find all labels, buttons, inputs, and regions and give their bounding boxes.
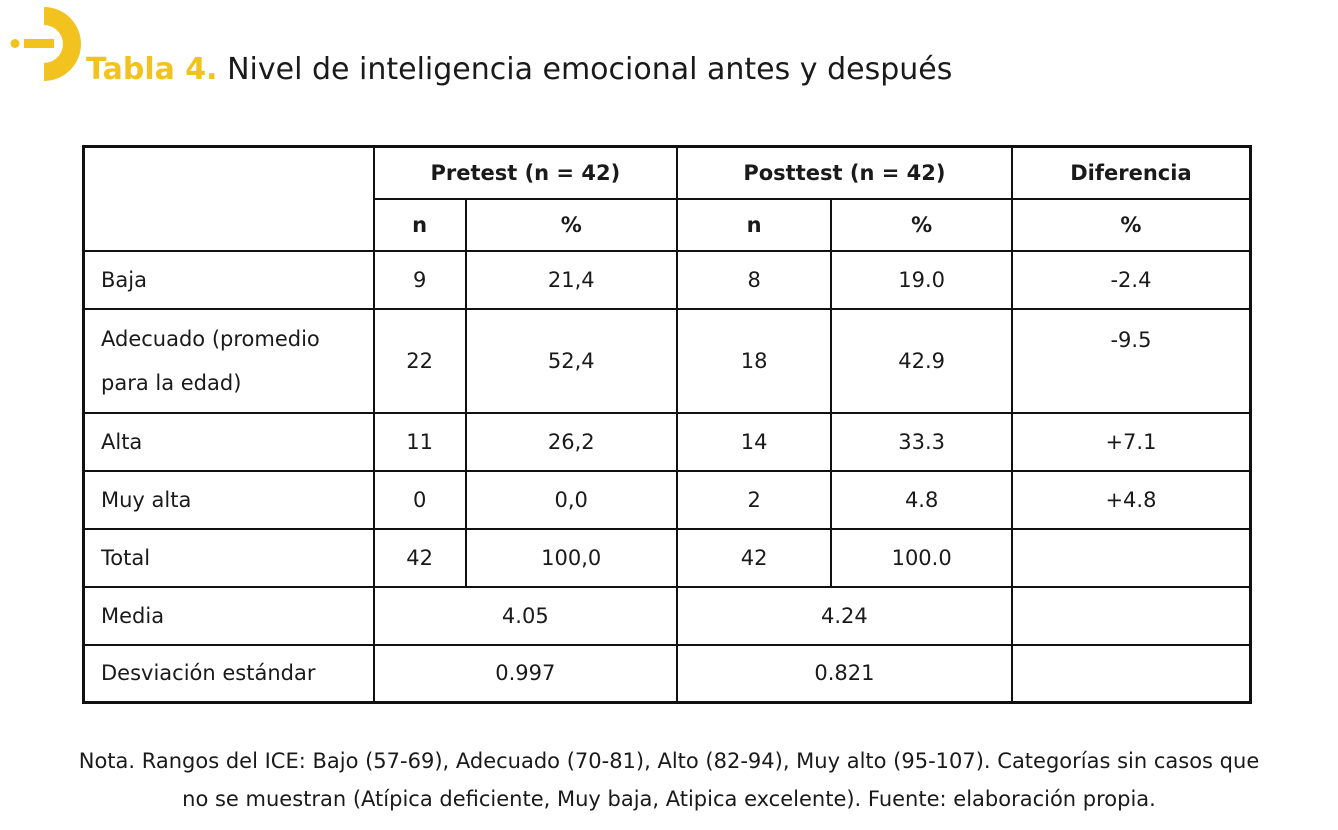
posttest-n-cell: 18 bbox=[675, 307, 833, 414]
table-row: Baja 9 21,4 8 19.0 -2.4 bbox=[82, 249, 1252, 310]
pretest-n-cell: 0 bbox=[372, 469, 467, 530]
pretest-n-cell: 22 bbox=[372, 307, 467, 414]
posttest-pct-cell: 33.3 bbox=[830, 411, 1013, 472]
table-row: Media 4.05 4.24 bbox=[82, 585, 1252, 646]
posttest-n-cell: 14 bbox=[675, 411, 833, 472]
row-label: Baja bbox=[82, 249, 375, 310]
yellow-d-logo-icon bbox=[10, 7, 81, 81]
table-row: Alta 11 26,2 14 33.3 +7.1 bbox=[82, 411, 1252, 472]
row-label: Adecuado (promedio para la edad) bbox=[82, 307, 375, 414]
table-note: Nota. Rangos del ICE: Bajo (57-69), Adec… bbox=[0, 742, 1338, 818]
diferencia-cell: -9.5 bbox=[1010, 307, 1252, 414]
pretest-pct-cell: 100,0 bbox=[464, 527, 678, 588]
pretest-pct-cell: 52,4 bbox=[464, 307, 678, 414]
row-label: Alta bbox=[82, 411, 375, 472]
pretest-pct-cell: 26,2 bbox=[464, 411, 678, 472]
table-title: Tabla 4. Nivel de inteligencia emocional… bbox=[86, 50, 952, 90]
posttest-n-cell: 8 bbox=[675, 249, 833, 310]
posttest-stat-cell: 0.821 bbox=[675, 643, 1013, 704]
header-pretest-pct: % bbox=[464, 197, 678, 252]
table-row: Total 42 100,0 42 100.0 bbox=[82, 527, 1252, 588]
table-row: Muy alta 0 0,0 2 4.8 +4.8 bbox=[82, 469, 1252, 530]
header-pretest-n: n bbox=[372, 197, 467, 252]
header-row-groups: Pretest (n = 42) Posttest (n = 42) Difer… bbox=[82, 145, 1252, 252]
header-diferencia: Diferencia bbox=[1010, 145, 1252, 200]
row-label: Total bbox=[82, 527, 375, 588]
row-label: Media bbox=[82, 585, 375, 646]
header-empty-cell bbox=[82, 145, 375, 252]
posttest-pct-cell: 42.9 bbox=[830, 307, 1013, 414]
diferencia-cell bbox=[1010, 527, 1252, 588]
posttest-n-cell: 2 bbox=[675, 469, 833, 530]
table-row: Adecuado (promedio para la edad) 22 52,4… bbox=[82, 307, 1252, 414]
note-line-2: no se muestran (Atípica deficiente, Muy … bbox=[182, 787, 1156, 811]
posttest-pct-cell: 4.8 bbox=[830, 469, 1013, 530]
diferencia-cell: +7.1 bbox=[1010, 411, 1252, 472]
pretest-stat-cell: 4.05 bbox=[372, 585, 678, 646]
pretest-n-cell: 11 bbox=[372, 411, 467, 472]
posttest-stat-cell: 4.24 bbox=[675, 585, 1013, 646]
header-diferencia-pct: % bbox=[1010, 197, 1252, 252]
table-number-label: Tabla 4. bbox=[86, 52, 218, 87]
row-label: Desviación estándar bbox=[82, 643, 375, 704]
diferencia-cell: -2.4 bbox=[1010, 249, 1252, 310]
posttest-n-cell: 42 bbox=[675, 527, 833, 588]
header-posttest-n: n bbox=[675, 197, 833, 252]
emotional-intelligence-table: Pretest (n = 42) Posttest (n = 42) Difer… bbox=[82, 145, 1252, 704]
header-posttest-pct: % bbox=[830, 197, 1013, 252]
pretest-pct-cell: 21,4 bbox=[464, 249, 678, 310]
table-title-text: Nivel de inteligencia emocional antes y … bbox=[227, 52, 953, 87]
pretest-stat-cell: 0.997 bbox=[372, 643, 678, 704]
posttest-pct-cell: 100.0 bbox=[830, 527, 1013, 588]
diferencia-cell bbox=[1010, 585, 1252, 646]
posttest-pct-cell: 19.0 bbox=[830, 249, 1013, 310]
pretest-n-cell: 42 bbox=[372, 527, 467, 588]
table-row: Desviación estándar 0.997 0.821 bbox=[82, 643, 1252, 704]
diferencia-cell: +4.8 bbox=[1010, 469, 1252, 530]
header-row-units: n % n % % bbox=[84, 197, 1252, 252]
header-posttest: Posttest (n = 42) bbox=[675, 145, 1013, 200]
note-line-1: Nota. Rangos del ICE: Bajo (57-69), Adec… bbox=[78, 749, 1260, 773]
row-label: Muy alta bbox=[82, 469, 375, 530]
pretest-pct-cell: 0,0 bbox=[464, 469, 678, 530]
pretest-n-cell: 9 bbox=[372, 249, 467, 310]
diferencia-cell bbox=[1010, 643, 1252, 704]
header-pretest: Pretest (n = 42) bbox=[372, 145, 678, 200]
